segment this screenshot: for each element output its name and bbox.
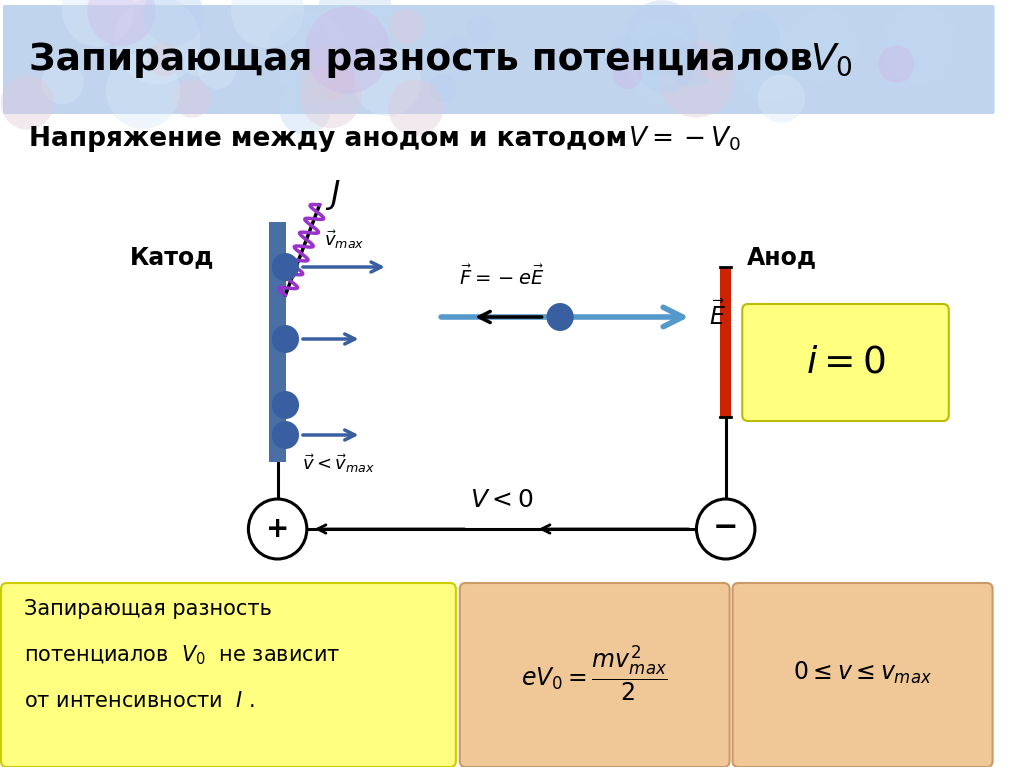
Circle shape <box>115 0 200 84</box>
Text: от интенсивности  $I$ .: от интенсивности $I$ . <box>25 691 255 711</box>
Circle shape <box>389 9 423 44</box>
FancyBboxPatch shape <box>1 583 456 767</box>
FancyBboxPatch shape <box>460 583 729 767</box>
Text: $eV_0 = \dfrac{mv^2_{max}}{2}$: $eV_0 = \dfrac{mv^2_{max}}{2}$ <box>521 644 668 703</box>
Text: Запирающая разность: Запирающая разность <box>25 599 272 619</box>
Circle shape <box>105 53 180 129</box>
Circle shape <box>173 79 211 118</box>
Circle shape <box>635 32 695 93</box>
Circle shape <box>318 0 392 48</box>
Circle shape <box>280 82 331 135</box>
Circle shape <box>625 0 698 76</box>
Circle shape <box>879 45 914 83</box>
FancyBboxPatch shape <box>732 583 992 767</box>
Circle shape <box>758 74 805 123</box>
Circle shape <box>882 5 958 84</box>
Circle shape <box>300 45 353 100</box>
Circle shape <box>547 303 573 331</box>
Text: $J$: $J$ <box>326 178 341 212</box>
Circle shape <box>271 391 299 419</box>
Text: $\vec{E}$: $\vec{E}$ <box>710 300 726 330</box>
Circle shape <box>728 10 779 63</box>
Circle shape <box>735 31 804 101</box>
Circle shape <box>628 27 705 106</box>
Circle shape <box>442 37 473 68</box>
Circle shape <box>305 6 390 94</box>
Text: Анод: Анод <box>748 245 817 269</box>
Circle shape <box>87 0 156 46</box>
Text: +: + <box>266 515 290 543</box>
Text: $\vec{F} = -e\vec{E}$: $\vec{F} = -e\vec{E}$ <box>459 265 545 289</box>
Bar <box>269 222 287 462</box>
Circle shape <box>230 0 304 48</box>
Circle shape <box>610 36 639 65</box>
Circle shape <box>147 42 181 77</box>
Circle shape <box>659 41 734 118</box>
FancyBboxPatch shape <box>742 304 949 421</box>
Text: $\vec{v} < \vec{v}_{max}$: $\vec{v} < \vec{v}_{max}$ <box>302 452 376 475</box>
Circle shape <box>731 15 791 76</box>
Circle shape <box>143 0 204 46</box>
Circle shape <box>1 75 54 130</box>
Circle shape <box>271 325 299 353</box>
Circle shape <box>698 50 728 80</box>
Text: Катод: Катод <box>130 245 214 269</box>
FancyBboxPatch shape <box>3 5 994 114</box>
Circle shape <box>626 20 691 87</box>
Text: Запирающая разность потенциалов: Запирающая разность потенциалов <box>30 42 826 78</box>
Circle shape <box>672 43 714 87</box>
Circle shape <box>354 48 421 117</box>
Circle shape <box>268 11 346 91</box>
Bar <box>720 267 731 417</box>
Circle shape <box>467 15 496 44</box>
Text: $\vec{v}_{max}$: $\vec{v}_{max}$ <box>324 228 365 251</box>
Circle shape <box>271 421 299 449</box>
Text: $i = 0$: $i = 0$ <box>806 344 886 380</box>
Circle shape <box>696 499 755 559</box>
Circle shape <box>388 79 443 136</box>
Text: $V_0$: $V_0$ <box>810 41 853 78</box>
Circle shape <box>429 74 457 102</box>
Text: Напряжение между анодом и катодом: Напряжение между анодом и катодом <box>30 126 628 152</box>
Text: −: − <box>713 512 738 542</box>
Circle shape <box>249 499 307 559</box>
Text: $0 \leq v \leq v_{max}$: $0 \leq v \leq v_{max}$ <box>793 660 932 686</box>
Circle shape <box>613 59 642 89</box>
Circle shape <box>271 253 299 281</box>
Text: $V = -V_0$: $V = -V_0$ <box>629 125 741 153</box>
Circle shape <box>786 8 858 83</box>
Circle shape <box>300 65 361 128</box>
Text: потенциалов  $V_0$  не зависит: потенциалов $V_0$ не зависит <box>25 644 341 667</box>
Text: $V < 0$: $V < 0$ <box>470 488 534 512</box>
Circle shape <box>41 61 84 104</box>
Circle shape <box>184 50 210 77</box>
Circle shape <box>61 0 134 47</box>
Circle shape <box>198 49 237 89</box>
